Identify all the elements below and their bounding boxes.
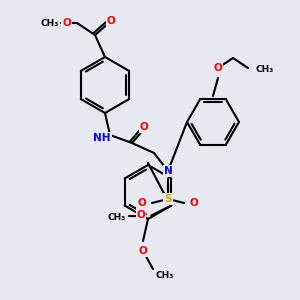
Text: O: O xyxy=(137,198,146,208)
Text: CH₃: CH₃ xyxy=(255,65,273,74)
Text: N: N xyxy=(164,166,172,176)
Text: CH₃: CH₃ xyxy=(41,19,59,28)
Text: S: S xyxy=(164,194,172,204)
Text: O: O xyxy=(214,63,222,73)
Text: O: O xyxy=(136,211,146,220)
Text: O: O xyxy=(139,246,147,256)
Text: O: O xyxy=(62,18,71,28)
Text: NH: NH xyxy=(93,133,111,143)
Text: O: O xyxy=(140,122,148,132)
Text: CH₃: CH₃ xyxy=(156,271,174,280)
Text: CH₃: CH₃ xyxy=(107,213,125,222)
Text: O: O xyxy=(106,16,116,26)
Text: O: O xyxy=(190,198,199,208)
